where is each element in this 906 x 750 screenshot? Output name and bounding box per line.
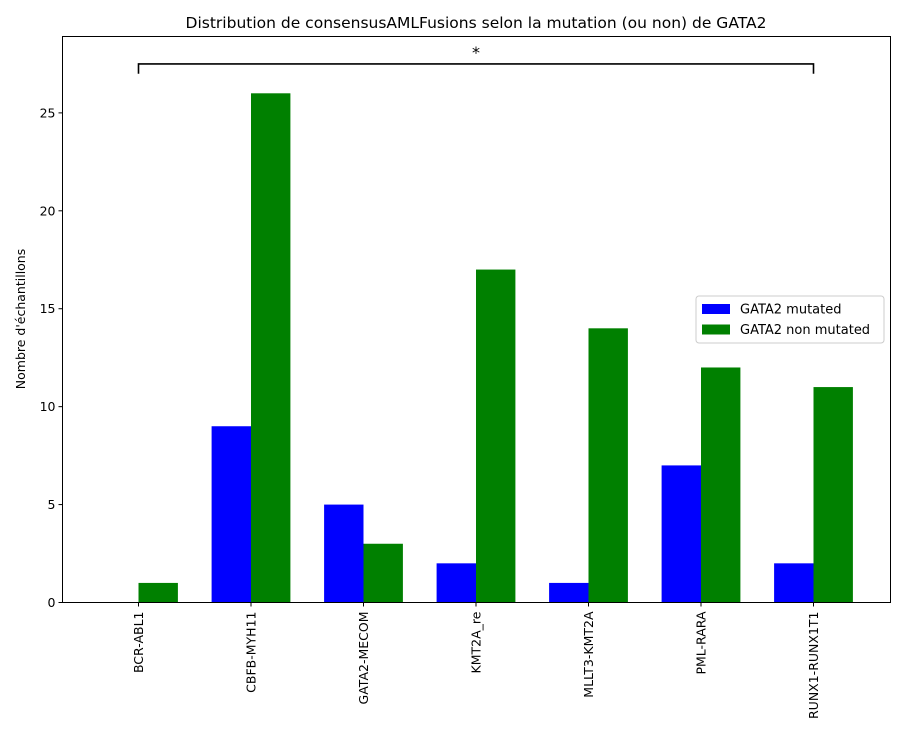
bars-group [138,93,853,603]
significance-annotation: * [137,43,815,74]
bar-gata2-non-mutated-pml-rara [701,367,741,603]
y-tick-label: 20 [40,203,56,218]
bar-gata2-non-mutated-mllt3-kmt2a [588,328,628,603]
x-tick-label: MLLT3-KMT2A [581,611,596,698]
bar-gata2-mutated-cbfb-myh11 [211,426,251,603]
bar-gata2-non-mutated-bcr-abl1 [138,582,178,603]
y-tick-label: 25 [40,105,56,120]
x-tick-label: CBFB-MYH11 [244,612,259,693]
x-tick-label: BCR-ABL1 [131,612,146,674]
legend: GATA2 mutated GATA2 non mutated [695,295,885,344]
x-tick-label: PML-RARA [694,611,709,674]
bar-gata2-mutated-runx1-runx1t1 [774,563,814,603]
significance-star: * [472,43,480,62]
chart-title: Distribution de consensusAMLFusions selo… [186,14,767,32]
x-tick-label: RUNX1-RUNX1T1 [806,612,821,720]
bar-gata2-non-mutated-cbfb-myh11 [251,93,291,603]
bar-gata2-non-mutated-runx1-runx1t1 [813,387,853,603]
y-axis: 0 5 10 15 20 25 [40,105,63,610]
significance-bracket [137,63,815,74]
legend-label-gata2-non-mutated: GATA2 non mutated [740,323,870,338]
bar-gata2-mutated-mllt3-kmt2a [549,582,589,603]
y-tick-label: 5 [48,497,56,512]
x-tick-label: KMT2A_re [469,611,484,673]
legend-label-gata2-mutated: GATA2 mutated [740,303,842,318]
legend-box [695,295,885,344]
x-axis: BCR-ABL1 CBFB-MYH11 GATA2-MECOM KMT2A_re MLL… [131,602,821,720]
legend-swatch-gata2-non-mutated [702,324,730,335]
legend-swatch-gata2-mutated [702,304,730,314]
bar-gata2-non-mutated-kmt2a-re [476,269,516,603]
y-tick-label: 0 [48,595,56,610]
y-axis-label: Nombre d'échantillons [13,249,28,389]
bar-gata2-mutated-pml-rara [661,465,701,603]
bar-gata2-mutated-kmt2a-re [436,563,476,603]
x-tick-label: GATA2-MECOM [356,612,371,705]
y-tick-label: 15 [40,301,56,316]
bar-gata2-non-mutated-gata2-mecom [363,543,403,603]
bar-gata2-mutated-gata2-mecom [324,504,364,603]
y-tick-label: 10 [40,399,56,414]
